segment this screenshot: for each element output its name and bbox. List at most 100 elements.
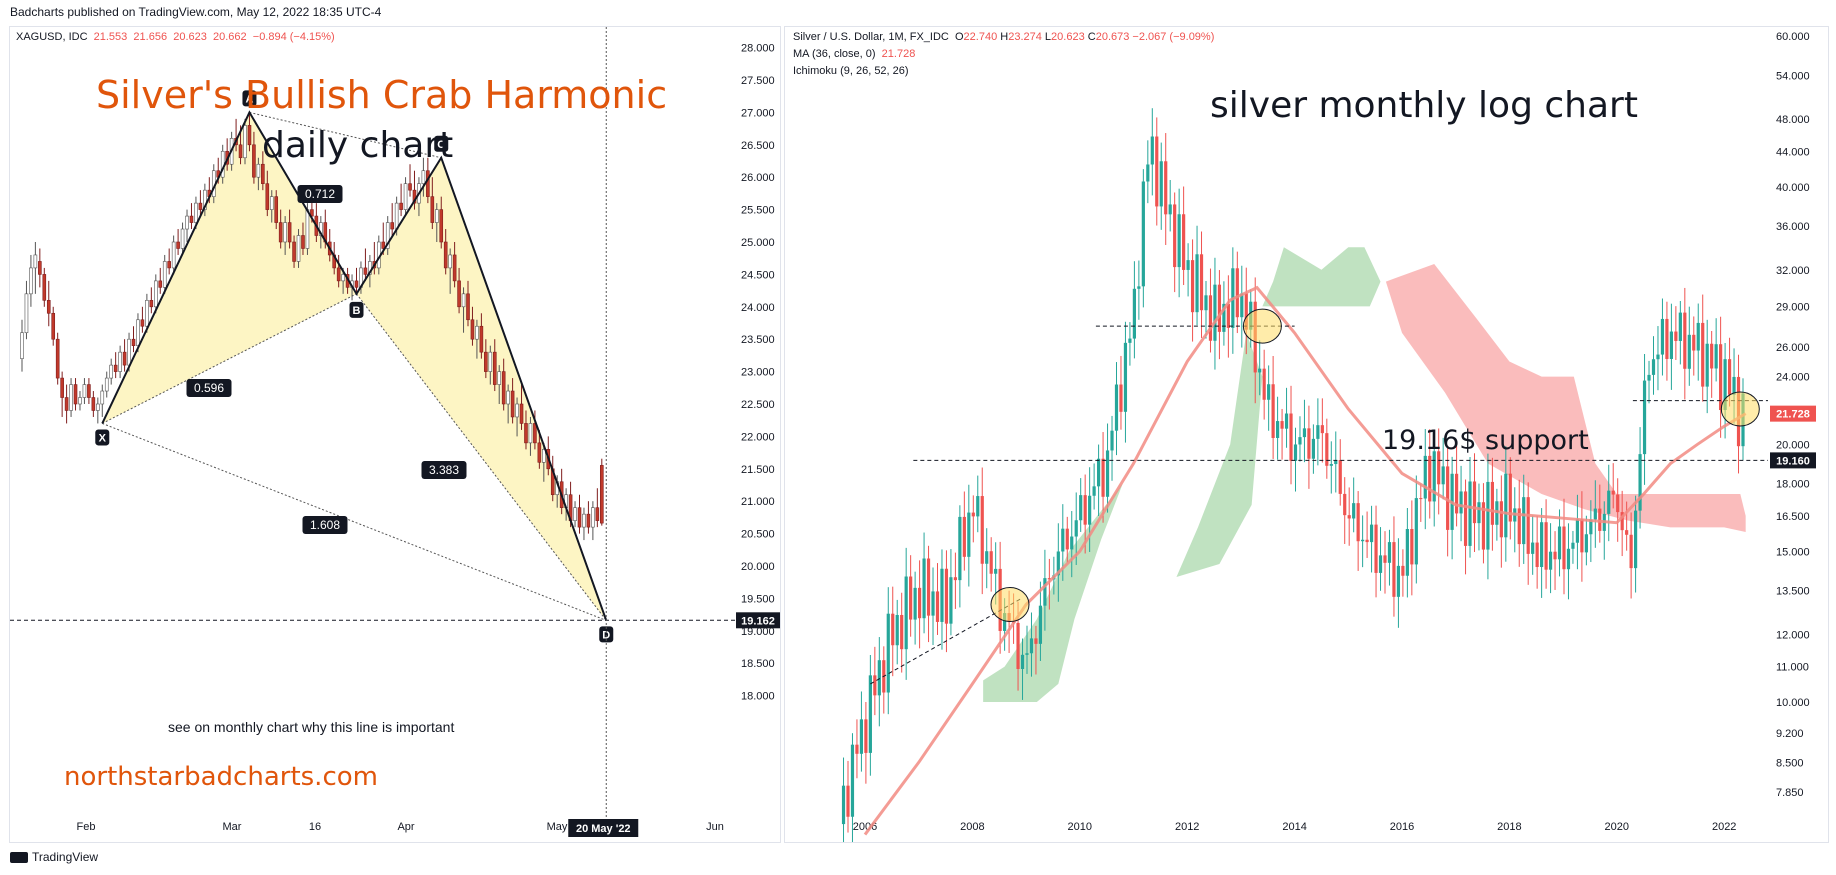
daily-candle [381, 241, 386, 249]
monthly-candle [1186, 260, 1190, 270]
monthly-candle [1267, 384, 1271, 400]
monthly-candle [1070, 536, 1074, 550]
daily-candle [506, 390, 510, 405]
monthly-candle [1548, 551, 1553, 570]
daily-candle [421, 170, 426, 184]
monthly-candle [1392, 542, 1396, 597]
daily-candle [470, 319, 475, 340]
daily-note: see on monthly chart why this line is im… [168, 719, 455, 735]
daily-candle [238, 144, 243, 159]
daily-chart-panel[interactable]: 29.50029.00028.50028.00027.50027.00026.5… [9, 26, 781, 843]
daily-candle [287, 222, 292, 243]
daily-candle [524, 423, 528, 444]
daily-y-tick: 27.000 [741, 107, 775, 119]
daily-y-tick: 25.000 [741, 237, 775, 249]
daily-chart-svg[interactable]: 29.50029.00028.50028.00027.50027.00026.5… [10, 27, 780, 842]
daily-date-badge: 20 May '22 [576, 823, 631, 835]
support-price-badge: 19.160 [1776, 455, 1810, 467]
daily-candle [131, 338, 136, 346]
daily-symbol: XAGUSD, IDC [16, 31, 88, 43]
daily-candle [158, 280, 163, 288]
daily-candle [510, 390, 515, 418]
monthly-candle [1365, 539, 1369, 543]
monthly-candle [1329, 464, 1333, 466]
monthly-low: 20.623 [1051, 31, 1085, 43]
monthly-candle [1396, 565, 1401, 597]
monthly-candle [891, 613, 895, 646]
monthly-candle [1213, 284, 1217, 341]
monthly-candle [1472, 481, 1477, 524]
monthly-high: 23.274 [1008, 31, 1042, 43]
monthly-candle [1580, 519, 1584, 553]
daily-open: 21.553 [93, 31, 128, 43]
monthly-candle [1356, 503, 1360, 542]
pattern-point-C-bg [434, 135, 449, 152]
monthly-candle [841, 785, 846, 825]
monthly-candle [1562, 526, 1566, 570]
daily-candle [292, 241, 296, 262]
published-header: Badcharts published on TradingView.com, … [10, 5, 382, 19]
monthly-chart-svg[interactable]: 60.000 54.000 48.000 44.000 40.000 36.000 32.0… [785, 27, 1828, 842]
monthly-candle [1566, 548, 1571, 570]
daily-candle [448, 254, 452, 269]
daily-candle [528, 423, 533, 444]
monthly-candle [1647, 374, 1651, 381]
monthly-candle [1038, 605, 1043, 644]
monthly-y-tick: 13.500 [1776, 585, 1810, 597]
monthly-candle [1692, 334, 1696, 351]
daily-candle [118, 351, 122, 372]
ichimoku-legend: Ichimoku (9, 26, 52, 26) [793, 65, 909, 77]
daily-candle [243, 125, 247, 159]
monthly-candle [1665, 318, 1669, 359]
monthly-y-tick: 7.850 [1776, 787, 1804, 799]
monthly-candle [1056, 551, 1060, 576]
daily-y-tick: 18.500 [741, 658, 775, 670]
ma-price-badge: 21.728 [1776, 409, 1810, 421]
ratio-badge: 0.712 [305, 187, 335, 201]
monthly-candle [976, 496, 980, 517]
daily-candle [591, 507, 595, 528]
monthly-candle [1043, 578, 1047, 606]
daily-candle [430, 196, 435, 223]
monthly-candle [1678, 312, 1682, 341]
daily-candle [283, 222, 287, 243]
daily-y-tick: 19.000 [741, 626, 775, 638]
monthly-candle [1034, 638, 1038, 644]
daily-candle [497, 371, 502, 385]
daily-candle [399, 202, 403, 210]
monthly-candle [1553, 551, 1557, 560]
monthly-candle [1316, 425, 1320, 439]
monthly-candle [1719, 344, 1723, 411]
monthly-y-tick: 32.000 [1776, 265, 1810, 277]
monthly-candle [1284, 413, 1289, 429]
daily-candle [46, 300, 51, 314]
monthly-candle [868, 675, 872, 753]
monthly-candle [1168, 204, 1172, 215]
pattern-point-X: X [99, 432, 107, 444]
monthly-candle [980, 496, 984, 564]
highlight-touch-ellipse [990, 587, 1030, 623]
daily-candle [354, 280, 359, 288]
monthly-chart-panel[interactable]: 60.000 54.000 48.000 44.000 40.000 36.000 32.0… [784, 26, 1829, 843]
monthly-y-tick: 10.000 [1776, 697, 1810, 709]
daily-candle [310, 209, 314, 217]
monthly-candle [1092, 486, 1096, 496]
daily-candle [154, 280, 158, 308]
monthly-y-tick: 18.000 [1776, 479, 1810, 491]
monthly-candle [1463, 491, 1468, 546]
daily-candle [194, 202, 198, 223]
monthly-candle [1123, 342, 1128, 412]
monthly-candle [1468, 481, 1472, 546]
monthly-candle [1262, 368, 1266, 400]
monthly-candle [1119, 384, 1123, 412]
monthly-candle [1311, 438, 1315, 459]
monthly-candle [1258, 368, 1262, 373]
daily-candle [87, 384, 91, 398]
monthly-candle [1369, 524, 1374, 543]
monthly-open: 22.740 [963, 31, 998, 43]
monthly-y-tick: 60.000 [1776, 31, 1810, 43]
monthly-candle [1343, 493, 1347, 516]
ratio-badge-bg [302, 516, 348, 534]
daily-subtitle: daily chart [262, 125, 454, 166]
monthly-candle [917, 587, 922, 619]
